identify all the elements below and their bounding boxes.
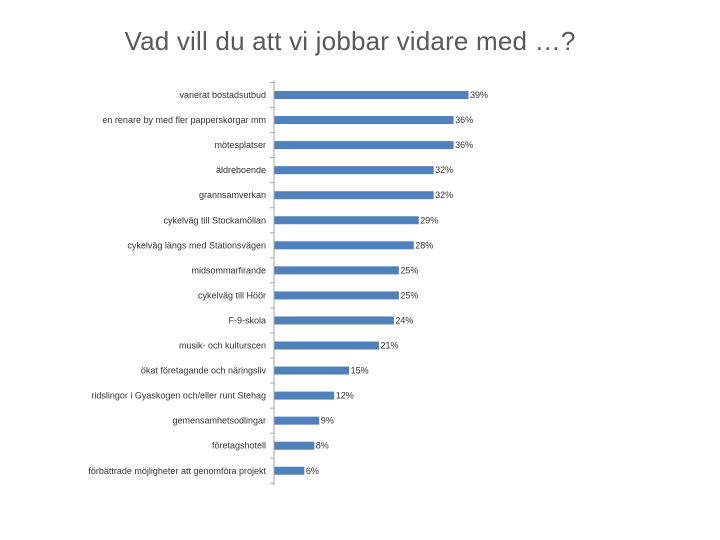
value-label: 21%	[380, 341, 398, 351]
value-label: 12%	[336, 391, 354, 401]
value-label: 39%	[470, 90, 488, 100]
category-label: företagshotell	[212, 441, 266, 451]
bar	[274, 166, 434, 175]
bars-layer	[274, 91, 469, 475]
bar	[274, 116, 454, 125]
value-label: 36%	[455, 140, 473, 150]
category-label: förbättrade möjligheter att genomföra pr…	[88, 466, 266, 476]
category-label: varierat bostadsutbud	[179, 90, 266, 100]
value-label: 25%	[400, 265, 418, 275]
value-label: 32%	[435, 190, 453, 200]
bar	[274, 291, 399, 300]
category-label: mötesplatser	[214, 140, 266, 150]
value-label: 15%	[351, 366, 369, 376]
category-label: midsommarfirande	[191, 265, 266, 275]
bar	[274, 466, 305, 475]
bar	[274, 91, 469, 99]
category-label: ridslingor i Gyaskogen och/eller runt St…	[91, 391, 266, 401]
category-label: cykelväg till Höör	[198, 290, 266, 300]
value-label: 25%	[400, 290, 418, 300]
value-label: 6%	[306, 466, 319, 476]
bar	[274, 216, 419, 225]
value-label: 9%	[321, 416, 334, 426]
category-label: F-9-skola	[228, 315, 266, 325]
bar	[274, 341, 379, 350]
page-title: Vad vill du att vi jobbar vidare med …?	[124, 26, 576, 56]
value-label: 36%	[455, 115, 473, 125]
bar	[274, 391, 335, 400]
value-label: 32%	[435, 165, 453, 175]
value-label: 24%	[395, 315, 413, 325]
bar	[274, 266, 399, 275]
labels-layer: varierat bostadsutbud 39% en renare by med…	[88, 90, 488, 476]
value-label: 28%	[415, 240, 433, 250]
category-label: grannsamverkan	[199, 190, 266, 200]
bar	[274, 141, 454, 150]
category-label: cykelväg längs med Stationsvägen	[127, 240, 266, 250]
category-label: gemensamhetsodlingar	[172, 416, 266, 426]
bar	[274, 241, 414, 250]
value-label: 8%	[316, 441, 329, 451]
category-label: musik- och kulturscen	[179, 341, 266, 351]
value-label: 29%	[420, 215, 438, 225]
axis-layer	[270, 80, 275, 486]
bar	[274, 191, 434, 200]
category-label: äldreboende	[216, 165, 266, 175]
bar	[274, 441, 315, 450]
bar	[274, 416, 320, 425]
category-label: ökat företagande och näringsliv	[141, 366, 267, 376]
category-label: cykelväg till Stockamöllan	[163, 215, 266, 225]
bar	[274, 366, 350, 375]
category-label: en renare by med fler papperskorgar mm	[102, 115, 266, 125]
bar	[274, 316, 394, 325]
